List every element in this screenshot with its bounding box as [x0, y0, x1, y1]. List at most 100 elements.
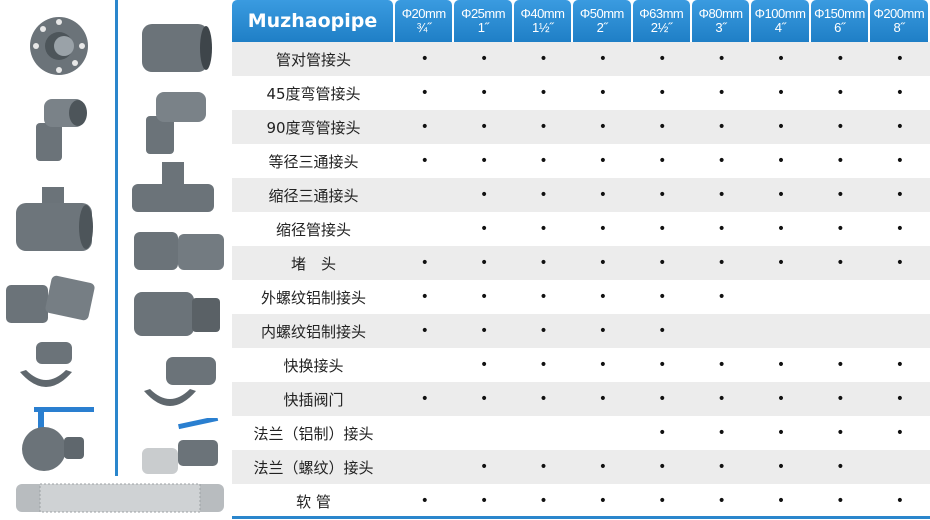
size-mm: Φ100mm: [754, 6, 806, 21]
fitting-name: 90度弯管接头: [266, 118, 361, 137]
available-dot: •: [717, 119, 726, 135]
available-dot: •: [836, 493, 845, 509]
size-mm: Φ63mm: [639, 6, 684, 21]
available-dot: •: [479, 459, 489, 475]
elbow-fitting-image: [30, 95, 90, 163]
available-dot: •: [598, 459, 607, 475]
fitting-name: 快插阀门: [283, 390, 344, 409]
available-dot: •: [420, 255, 429, 271]
available-dot: •: [776, 459, 786, 475]
available-dot: •: [539, 119, 548, 135]
available-dot: •: [776, 425, 786, 441]
available-dot: •: [658, 187, 667, 203]
fitting-name: 等径三通接头: [268, 152, 359, 171]
available-dot: •: [836, 391, 845, 407]
available-dot: •: [598, 323, 607, 339]
available-dot: •: [598, 153, 607, 169]
available-dot: •: [836, 425, 845, 441]
table-row: 外螺纹铝制接头 • • • • • •: [232, 280, 930, 314]
available-dot: •: [539, 357, 548, 373]
available-dot: •: [539, 493, 548, 509]
available-dot: •: [895, 153, 904, 169]
available-dot: •: [836, 357, 845, 373]
available-dot: •: [479, 255, 489, 271]
available-dot: •: [658, 255, 667, 271]
available-dot: •: [658, 425, 667, 441]
available-dot: •: [420, 323, 429, 339]
available-dot: •: [895, 357, 904, 373]
table-row: 内螺纹铝制接头 • • • • •: [232, 314, 930, 348]
available-dot: •: [895, 391, 904, 407]
fitting-name: 缩径三通接头: [268, 186, 359, 205]
fitting-name: 法兰（螺纹）接头: [253, 458, 374, 477]
available-dot: •: [776, 187, 786, 203]
fitting-name: 快换接头: [283, 356, 344, 375]
available-dot: •: [658, 289, 667, 305]
flexible-hose-image: [14, 480, 226, 516]
table-row: 缩径管接头 • • • • • • • •: [232, 212, 930, 246]
45-degree-elbow-image: [4, 275, 96, 330]
available-dot: •: [658, 323, 667, 339]
available-dot: •: [420, 119, 429, 135]
available-dot: •: [539, 85, 548, 101]
divider-line: [115, 0, 118, 476]
90-degree-elbow-image: [140, 88, 210, 156]
available-dot: •: [479, 323, 489, 339]
available-dot: •: [895, 221, 904, 237]
available-dot: •: [420, 85, 429, 101]
size-inch: 8˝: [893, 20, 905, 35]
available-dot: •: [539, 221, 548, 237]
available-dot: •: [598, 255, 607, 271]
butterfly-valve-image: [14, 405, 100, 475]
table-row: 法兰（铝制）接头 • • • • •: [232, 416, 930, 450]
available-dot: •: [539, 153, 548, 169]
size-mm: Φ80mm: [698, 6, 744, 21]
size-mm: Φ50mm: [579, 6, 625, 21]
available-dot: •: [776, 391, 786, 407]
size-header: Φ100mm 4˝: [751, 0, 809, 42]
available-dot: •: [776, 493, 786, 509]
available-dot: •: [717, 153, 726, 169]
available-dot: •: [658, 119, 667, 135]
size-inch: 4˝: [774, 20, 786, 35]
reducing-tee-image: [14, 185, 94, 255]
available-dot: •: [539, 459, 548, 475]
available-dot: •: [776, 153, 786, 169]
size-header: Φ63mm 2½˝: [632, 0, 690, 42]
available-dot: •: [479, 289, 489, 305]
size-header: Φ80mm 3˝: [691, 0, 750, 42]
fitting-name: 外螺纹铝制接头: [260, 288, 366, 307]
available-dot: •: [717, 425, 726, 441]
available-dot: •: [717, 289, 726, 305]
available-dot: •: [539, 323, 548, 339]
size-mm: Φ20mm: [401, 6, 447, 21]
size-inch: 2˝: [596, 20, 608, 35]
available-dot: •: [776, 357, 786, 373]
available-dot: •: [658, 493, 667, 509]
available-dot: •: [776, 85, 786, 101]
table-row: 45度弯管接头 • • • • • • • • •: [232, 76, 930, 110]
available-dot: •: [479, 391, 489, 407]
size-mm: Φ40mm: [520, 6, 565, 21]
table-row: 堵 头 • • • • • • • • •: [232, 246, 930, 280]
table-row: 缩径三通接头 • • • • • • • •: [232, 178, 930, 212]
table-header: Muzhaopipe Φ20mm ¾˝ Φ25mm 1˝ Φ40mm 1½˝ Φ50mm 2˝…: [232, 0, 930, 42]
available-dot: •: [420, 391, 429, 407]
available-dot: •: [776, 255, 786, 271]
fitting-name: 内螺纹铝制接头: [260, 322, 366, 341]
available-dot: •: [836, 187, 845, 203]
available-dot: •: [598, 51, 607, 67]
available-dot: •: [420, 153, 429, 169]
available-dot: •: [658, 153, 667, 169]
table-row: 管对管接头 • • • • • • • • •: [232, 42, 930, 76]
available-dot: •: [776, 221, 786, 237]
available-dot: •: [717, 51, 726, 67]
available-dot: •: [658, 85, 667, 101]
available-dot: •: [479, 85, 489, 101]
available-dot: •: [479, 153, 489, 169]
available-dot: •: [420, 493, 429, 509]
available-dot: •: [717, 493, 726, 509]
size-header: Φ25mm 1˝: [454, 0, 512, 42]
available-dot: •: [658, 357, 667, 373]
equal-tee-image: [130, 160, 216, 216]
